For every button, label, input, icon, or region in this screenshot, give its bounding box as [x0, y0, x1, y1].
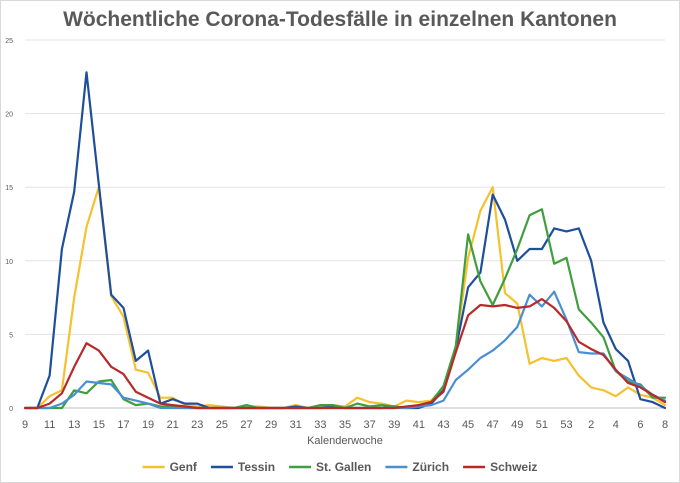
- y-tick-label: 10: [5, 259, 13, 266]
- legend-item: Zürich: [385, 460, 449, 474]
- legend-item: St. Gallen: [289, 460, 371, 474]
- y-axis: 0 5 10 15 20 25: [5, 38, 13, 413]
- x-tick-label: 4: [613, 419, 619, 431]
- x-tick-label: 53: [560, 419, 572, 431]
- x-tick-label: 27: [240, 419, 252, 431]
- legend-item: Tessin: [210, 460, 275, 474]
- series-line-tessin: [23, 71, 667, 410]
- legend-item: Schweiz: [463, 460, 537, 474]
- x-axis-label: Kalenderwoche: [307, 435, 383, 447]
- gridlines: [25, 39, 665, 409]
- x-tick-label: 15: [93, 419, 105, 431]
- x-tick-label: 11: [44, 419, 55, 431]
- chart-title: Wöchentliche Corona-Todesfälle in einzel…: [63, 8, 617, 31]
- legend-label: Schweiz: [490, 460, 537, 474]
- series-line-schweiz: [23, 298, 667, 410]
- x-tick-label: 23: [191, 419, 203, 431]
- series-line-st-gallen: [23, 208, 667, 410]
- x-tick-label: 41: [413, 419, 425, 431]
- x-axis: 9 11 13 15 17 19 21 23 25 27 29 31 33 35 37 39 41 43 45 47 4…: [22, 419, 668, 431]
- y-tick-label: 15: [5, 185, 13, 192]
- x-tick-label: 39: [388, 419, 400, 431]
- legend-label: St. Gallen: [316, 460, 371, 474]
- series-lines: [23, 71, 667, 410]
- x-tick-label: 37: [363, 419, 375, 431]
- y-tick-label: 0: [9, 406, 13, 413]
- x-tick-label: 51: [536, 419, 548, 431]
- legend-label: Genf: [170, 460, 198, 474]
- legend-label: Zürich: [412, 460, 449, 474]
- x-tick-label: 25: [216, 419, 228, 431]
- y-tick-label: 5: [9, 332, 13, 339]
- x-tick-label: 49: [511, 419, 523, 431]
- x-tick-label: 2: [588, 419, 594, 431]
- y-tick-label: 25: [5, 38, 13, 45]
- x-tick-label: 19: [142, 419, 154, 431]
- x-tick-label: 6: [637, 419, 643, 431]
- x-tick-label: 31: [290, 419, 302, 431]
- x-tick-label: 17: [117, 419, 129, 431]
- x-tick-label: 45: [462, 419, 474, 431]
- x-tick-label: 33: [314, 419, 326, 431]
- legend-label: Tessin: [238, 460, 275, 474]
- x-tick-label: 35: [339, 419, 351, 431]
- x-tick-label: 47: [487, 419, 499, 431]
- x-tick-label: 21: [167, 419, 179, 431]
- series-line-z-rich: [23, 290, 667, 410]
- x-tick-label: 13: [68, 419, 80, 431]
- x-tick-label: 29: [265, 419, 277, 431]
- legend: Genf Tessin St. Gallen Zürich Schweiz: [142, 460, 537, 474]
- y-tick-label: 20: [5, 112, 13, 119]
- x-tick-label: 8: [662, 419, 668, 431]
- legend-item: Genf: [142, 460, 198, 474]
- x-tick-label: 9: [22, 419, 28, 431]
- series-line-genf: [23, 186, 667, 410]
- x-tick-label: 43: [437, 419, 449, 431]
